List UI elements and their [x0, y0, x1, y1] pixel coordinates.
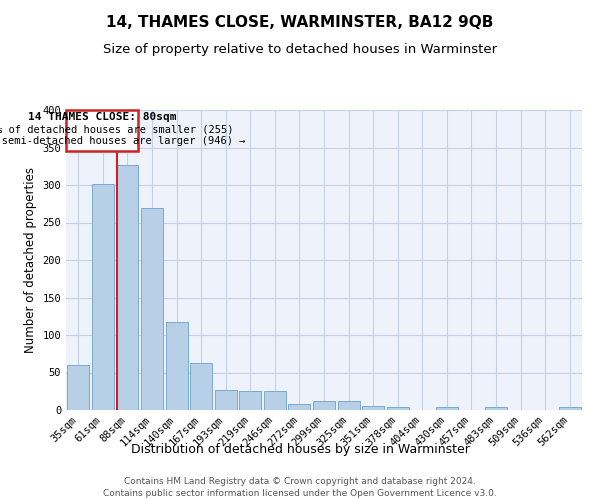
- Text: 14, THAMES CLOSE, WARMINSTER, BA12 9QB: 14, THAMES CLOSE, WARMINSTER, BA12 9QB: [106, 15, 494, 30]
- Text: Contains public sector information licensed under the Open Government Licence v3: Contains public sector information licen…: [103, 489, 497, 498]
- Bar: [166, 322, 188, 410]
- Bar: [386, 407, 409, 410]
- Bar: [264, 391, 286, 410]
- Text: 78% of semi-detached houses are larger (946) →: 78% of semi-detached houses are larger (…: [0, 136, 246, 146]
- Bar: [190, 363, 212, 410]
- FancyBboxPatch shape: [66, 110, 139, 150]
- Bar: [239, 390, 262, 410]
- Bar: [559, 407, 581, 410]
- Bar: [141, 208, 163, 410]
- Bar: [92, 184, 114, 410]
- Bar: [362, 406, 384, 410]
- Text: 14 THAMES CLOSE: 80sqm: 14 THAMES CLOSE: 80sqm: [28, 112, 176, 122]
- Text: ← 21% of detached houses are smaller (255): ← 21% of detached houses are smaller (25…: [0, 124, 233, 134]
- Y-axis label: Number of detached properties: Number of detached properties: [24, 167, 37, 353]
- Bar: [116, 165, 139, 410]
- Bar: [338, 401, 359, 410]
- Bar: [67, 365, 89, 410]
- Bar: [485, 407, 507, 410]
- Text: Contains HM Land Registry data © Crown copyright and database right 2024.: Contains HM Land Registry data © Crown c…: [124, 478, 476, 486]
- Text: Size of property relative to detached houses in Warminster: Size of property relative to detached ho…: [103, 42, 497, 56]
- Bar: [436, 407, 458, 410]
- Bar: [215, 390, 237, 410]
- Bar: [313, 401, 335, 410]
- Text: Distribution of detached houses by size in Warminster: Distribution of detached houses by size …: [131, 442, 469, 456]
- Bar: [289, 404, 310, 410]
